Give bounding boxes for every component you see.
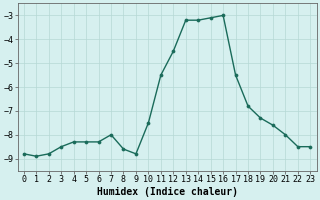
X-axis label: Humidex (Indice chaleur): Humidex (Indice chaleur) bbox=[97, 186, 237, 197]
